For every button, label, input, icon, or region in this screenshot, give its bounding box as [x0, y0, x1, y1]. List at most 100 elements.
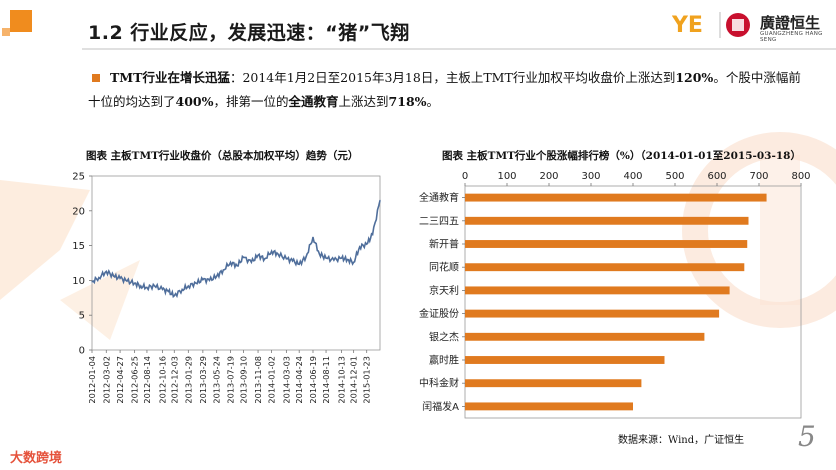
- x-tick-label: 100: [497, 171, 516, 182]
- category-label: 同花顺: [429, 261, 459, 274]
- bar-chart-title: 图表 主板TMT行业个股涨幅排行榜（%）（2014-01-01至2015-03-…: [442, 150, 801, 162]
- price-data-point: [325, 257, 327, 259]
- y-tick-label: 5: [79, 311, 85, 322]
- summary-text-5: 。: [426, 94, 440, 109]
- bar: [465, 263, 745, 272]
- x-tick-label: 400: [623, 171, 642, 182]
- x-tick-label: 2014-01-02: [267, 356, 277, 404]
- category-label: 二三四五: [419, 216, 459, 227]
- price-data-point: [340, 257, 343, 259]
- price-data-point: [187, 285, 189, 287]
- price-data-point: [105, 270, 107, 272]
- bar: [465, 240, 748, 248]
- price-data-point: [134, 282, 136, 284]
- y-tick-label: 15: [72, 241, 85, 252]
- x-tick-label: 2013-03-29: [198, 356, 208, 404]
- category-label: 全通教育: [419, 191, 459, 204]
- category-label: 闰福发A: [422, 400, 459, 413]
- x-tick-label: 2012-01-04: [87, 356, 97, 404]
- x-tick-label: 2014-12-01: [349, 356, 359, 404]
- price-data-point: [257, 254, 259, 256]
- price-data-point: [208, 279, 211, 281]
- brand-logo: YE: [672, 12, 750, 38]
- price-series-line: [91, 200, 381, 299]
- x-tick-label: 2013-07-19: [225, 356, 235, 404]
- x-tick-label: 2012-10-16: [157, 356, 167, 404]
- price-data-point: [312, 236, 314, 238]
- category-label: 中科金财: [419, 377, 459, 390]
- x-tick-label: 2014-06-19: [308, 356, 318, 404]
- header-accent-square: [10, 10, 32, 32]
- brand-mark-icon: YE: [672, 13, 703, 38]
- x-tick-label: 2013-01-29: [183, 356, 193, 404]
- price-data-point: [353, 261, 355, 263]
- x-tick-label: 2012-06-25: [130, 356, 140, 404]
- summary-text-3: ，排第一位的: [213, 94, 289, 109]
- y-tick-label: 0: [79, 346, 85, 357]
- price-data-point: [291, 260, 294, 262]
- price-data-point: [126, 280, 128, 282]
- brand-subtitle: GUANGZHENG HANG SENG: [760, 31, 823, 43]
- price-data-point: [195, 282, 197, 284]
- summary-lead: TMT行业在增长迅猛: [110, 70, 230, 85]
- price-data-point: [372, 233, 374, 236]
- x-tick-label: 2013-05-24: [212, 356, 222, 404]
- bar: [465, 332, 705, 341]
- summary-paragraph: TMT行业在增长迅猛：2014年1月2日至2015年3月18日，主板上TMT行业…: [88, 66, 808, 114]
- brand-name: 廣證恒生: [760, 14, 821, 32]
- price-data-point: [264, 258, 266, 260]
- price-data-point: [346, 258, 349, 261]
- x-tick-label: 2014-08-11: [321, 356, 331, 404]
- x-tick-label: 600: [707, 171, 726, 182]
- price-data-point: [277, 253, 279, 255]
- price-data-point: [229, 261, 232, 263]
- price-data-point: [242, 256, 245, 259]
- x-tick-label: 2015-01-23: [362, 356, 372, 404]
- x-tick-label: 2013-11-08: [253, 356, 263, 404]
- price-data-point: [167, 290, 169, 293]
- category-label: 京天利: [429, 284, 459, 297]
- bar: [465, 402, 633, 411]
- price-data-point: [202, 279, 204, 281]
- bar: [465, 309, 720, 318]
- summary-text-1: ：2014年1月2日至2015年3月18日，主板上TMT行业加权平均收盘价上涨达…: [229, 70, 676, 85]
- x-tick-label: 2012-03-02: [101, 356, 111, 404]
- bar-chart: 0 100 200 300 400 500 600 700 800 全通教育二三四五新开普同花顺京…: [419, 171, 811, 419]
- price-data-point: [305, 256, 307, 258]
- summary-text-2: 。个股中涨幅前十位的均达到了: [88, 70, 801, 109]
- summary-highlight-1: 120%: [675, 70, 714, 85]
- x-tick-label: 2012-08-14: [142, 356, 152, 404]
- page-title: 1.2 行业反应，发展迅速：“猪”飞翔: [88, 22, 410, 44]
- x-tick-label: 500: [665, 171, 684, 182]
- price-data-point: [222, 269, 224, 271]
- bar: [465, 193, 767, 202]
- category-label: 银之杰: [429, 330, 459, 343]
- watermark: 大数跨境: [10, 451, 63, 466]
- bar: [465, 286, 730, 295]
- x-tick-label: 2013-09-10: [239, 356, 249, 404]
- x-tick-label: 2012-12-03: [169, 356, 179, 404]
- line-chart-title: 图表 主板TMT行业收盘价（总股本加权平均）趋势（元）: [86, 150, 359, 162]
- price-data-point: [379, 199, 381, 201]
- price-data-point: [98, 277, 100, 279]
- y-tick-label: 20: [72, 206, 85, 217]
- y-tick-label: 25: [72, 172, 85, 183]
- price-data-point: [270, 250, 273, 252]
- x-tick-label: 200: [539, 171, 558, 182]
- line-chart: 0 5 10 15 20 25 2012-01-04 2012-03-02 2012-04-27…: [72, 172, 381, 404]
- price-data-point: [285, 258, 287, 260]
- bar: [465, 379, 642, 388]
- price-data-point: [181, 288, 183, 291]
- header-divider: [82, 48, 836, 50]
- bar: [465, 216, 749, 225]
- price-data-point: [250, 261, 252, 263]
- price-data-point: [153, 285, 156, 287]
- price-data-point: [113, 275, 115, 277]
- price-data-point: [318, 253, 320, 255]
- price-data-point: [119, 277, 121, 279]
- x-tick-label: 2014-03-03: [281, 356, 291, 404]
- x-tick-label: 800: [791, 171, 810, 182]
- x-tick-label: 2014-10-13: [337, 356, 347, 404]
- header-accent-small-square: [2, 28, 10, 36]
